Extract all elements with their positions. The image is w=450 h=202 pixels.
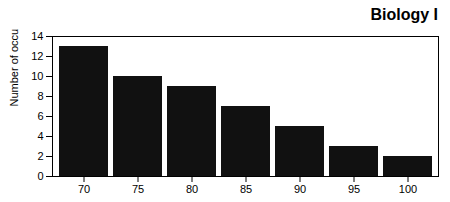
svg-text:8: 8 xyxy=(37,90,43,102)
svg-text:4: 4 xyxy=(37,130,43,142)
svg-text:6: 6 xyxy=(37,110,43,122)
svg-text:75: 75 xyxy=(132,183,144,195)
svg-text:80: 80 xyxy=(186,183,198,195)
svg-text:14: 14 xyxy=(31,30,43,42)
svg-text:100: 100 xyxy=(399,183,417,195)
svg-text:85: 85 xyxy=(240,183,252,195)
svg-text:0: 0 xyxy=(37,170,43,182)
svg-text:12: 12 xyxy=(31,50,43,62)
svg-text:10: 10 xyxy=(31,70,43,82)
svg-text:90: 90 xyxy=(294,183,306,195)
svg-text:70: 70 xyxy=(78,183,90,195)
html-text:Biology I: Biology I xyxy=(370,6,438,23)
svg-text:95: 95 xyxy=(348,183,360,195)
svg-text:Number of occurences: Number of occurences xyxy=(8,28,20,107)
svg-text:2: 2 xyxy=(37,150,43,162)
